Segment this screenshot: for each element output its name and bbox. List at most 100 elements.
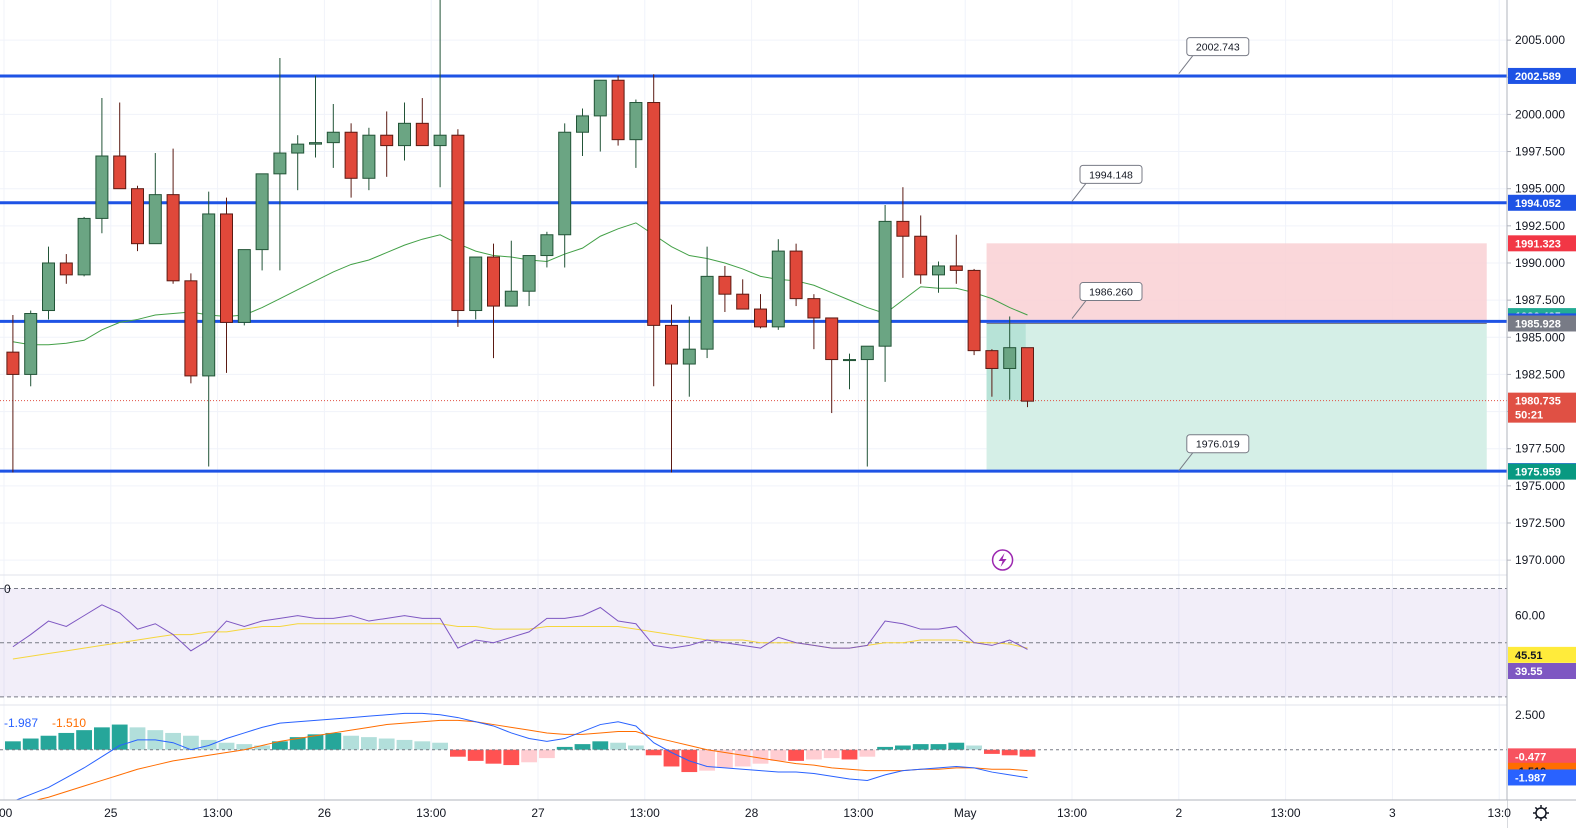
gear-tooth <box>1544 806 1548 810</box>
candle-body[interactable] <box>220 213 233 323</box>
candle-body[interactable] <box>860 345 874 361</box>
macd-histogram-bar <box>948 742 965 750</box>
callout-box[interactable] <box>1079 164 1143 184</box>
candle-body[interactable] <box>558 131 572 236</box>
candle-body[interactable] <box>24 313 38 375</box>
settings-gear-icon[interactable] <box>1533 805 1549 821</box>
callout-box[interactable] <box>1186 434 1250 454</box>
candle-body[interactable] <box>6 351 20 375</box>
candle-body[interactable] <box>433 134 447 147</box>
macd-histogram-bar <box>325 732 342 750</box>
candle-body[interactable] <box>326 131 340 144</box>
callout-pointer <box>1071 300 1087 319</box>
candle-body[interactable] <box>700 275 714 350</box>
candle-body[interactable] <box>380 134 394 147</box>
candle-body[interactable] <box>754 308 767 328</box>
candle-body[interactable] <box>1021 347 1034 402</box>
candle-body[interactable] <box>1003 347 1017 369</box>
rsi-value-tag <box>1508 646 1576 663</box>
time-tick-label: 13:00 <box>843 806 873 820</box>
macd-histogram-bar <box>236 744 253 750</box>
candle-body[interactable] <box>593 79 607 117</box>
candle-body[interactable] <box>131 188 144 245</box>
candle-body[interactable] <box>718 275 732 295</box>
candle-body[interactable] <box>202 213 216 377</box>
candle-body[interactable] <box>166 194 180 282</box>
candle-body[interactable] <box>398 122 411 147</box>
macd-histogram-bar <box>859 749 876 757</box>
gear-tooth <box>1544 816 1548 820</box>
candle-body[interactable] <box>771 250 785 328</box>
macd-histogram-bar <box>752 749 769 764</box>
candle-body[interactable] <box>451 134 465 312</box>
callout-box[interactable] <box>1079 282 1143 302</box>
candle-body[interactable] <box>665 324 678 365</box>
candle-body[interactable] <box>113 155 127 190</box>
candle-body[interactable] <box>967 269 981 352</box>
candle-body[interactable] <box>540 234 554 257</box>
candle-body[interactable] <box>682 348 696 365</box>
candle-body[interactable] <box>362 134 376 179</box>
candle-body[interactable] <box>77 217 91 276</box>
candle-body[interactable] <box>255 173 269 251</box>
macd-histogram-bar <box>539 749 555 759</box>
price-tag[interactable] <box>1508 235 1576 252</box>
time-tick-label: :00 <box>0 806 13 820</box>
price-tag[interactable] <box>1508 463 1576 480</box>
candle-body[interactable] <box>611 79 625 141</box>
price-tick-label: 1985.000 <box>1515 330 1565 344</box>
candle-body[interactable] <box>949 265 963 271</box>
candle-body[interactable] <box>576 115 589 133</box>
price-tick-label: 1997.500 <box>1515 145 1565 159</box>
candle-body[interactable] <box>415 122 429 147</box>
price-tag[interactable] <box>1508 67 1576 84</box>
candle-body[interactable] <box>309 142 322 145</box>
time-tick-label: 3 <box>1389 806 1396 820</box>
macd-legend-value: -1.987 <box>4 716 38 730</box>
macd-histogram-bar <box>272 741 288 750</box>
macd-histogram-bar <box>307 734 324 750</box>
flash-icon[interactable] <box>991 549 1014 571</box>
macd-histogram-bar <box>467 749 484 761</box>
candle-body[interactable] <box>148 194 162 245</box>
candle-body[interactable] <box>843 359 856 362</box>
candle-body[interactable] <box>237 249 251 323</box>
candle-body[interactable] <box>469 256 483 312</box>
candle-body[interactable] <box>789 250 803 300</box>
price-tag[interactable] <box>1508 194 1576 211</box>
candle-body[interactable] <box>59 262 73 276</box>
macd-histogram-bar <box>76 730 92 750</box>
candle-body[interactable] <box>932 265 945 276</box>
price-tag-label: 1994.052 <box>1515 198 1561 210</box>
time-tick-label: 2 <box>1175 806 1182 820</box>
macd-histogram-bar <box>289 737 306 750</box>
macd-histogram-bar <box>129 727 146 750</box>
price-tag-label: 1980.735 <box>1515 396 1561 408</box>
candle-body[interactable] <box>896 220 910 237</box>
candle-body[interactable] <box>291 143 305 154</box>
candle-body[interactable] <box>184 280 198 377</box>
candle-body[interactable] <box>95 155 109 219</box>
candle-body[interactable] <box>878 220 892 347</box>
candle-body[interactable] <box>629 102 643 141</box>
candle-body[interactable] <box>344 131 358 179</box>
callout-box[interactable] <box>1186 37 1250 57</box>
price-tag[interactable] <box>1508 315 1576 332</box>
candle-body[interactable] <box>825 317 839 361</box>
price-tag[interactable] <box>1508 392 1576 423</box>
candle-body[interactable] <box>42 262 55 312</box>
candle-body[interactable] <box>985 350 999 369</box>
candle-body[interactable] <box>522 255 536 292</box>
candle-body[interactable] <box>914 235 928 276</box>
candle-body[interactable] <box>647 102 661 326</box>
candle-body[interactable] <box>736 293 750 310</box>
candle-body[interactable] <box>807 298 821 319</box>
candle-body[interactable] <box>504 290 518 307</box>
time-tick-label: 13:00 <box>630 806 660 820</box>
macd-histogram-bar <box>699 749 715 771</box>
candle-body[interactable] <box>273 152 287 175</box>
candle-body[interactable] <box>487 256 500 307</box>
macd-signal-line <box>12 719 1028 805</box>
